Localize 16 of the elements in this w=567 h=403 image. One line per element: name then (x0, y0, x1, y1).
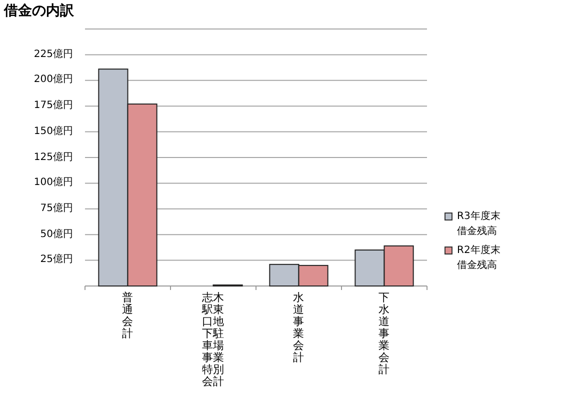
y-tick-label: 125億円 (34, 150, 73, 164)
y-tick-label: 75億円 (40, 202, 73, 216)
y-tick-label: 25億円 (40, 253, 73, 268)
y-tick-label: 225億円 (34, 48, 73, 62)
y-tick-label: 50億円 (40, 228, 73, 242)
legend-label: R2年度末借金残高 (457, 244, 501, 273)
y-tick-label: 150億円 (34, 124, 73, 139)
x-tick-label: 志木駅東口地下駐車場事業特別会計 (202, 291, 225, 388)
y-tick-label: 100億円 (34, 176, 73, 190)
y-tick-label: 175億円 (34, 99, 73, 114)
chart-title: 借金の内訳 (4, 2, 74, 20)
x-tick-label: 下水道事業会計 (378, 291, 390, 376)
legend-label: R3年度末借金残高 (457, 210, 501, 239)
x-tick-label: 水道事業会計 (292, 291, 305, 364)
x-tick-label: 普通会計 (122, 291, 134, 340)
y-tick-label: 200億円 (34, 73, 73, 88)
